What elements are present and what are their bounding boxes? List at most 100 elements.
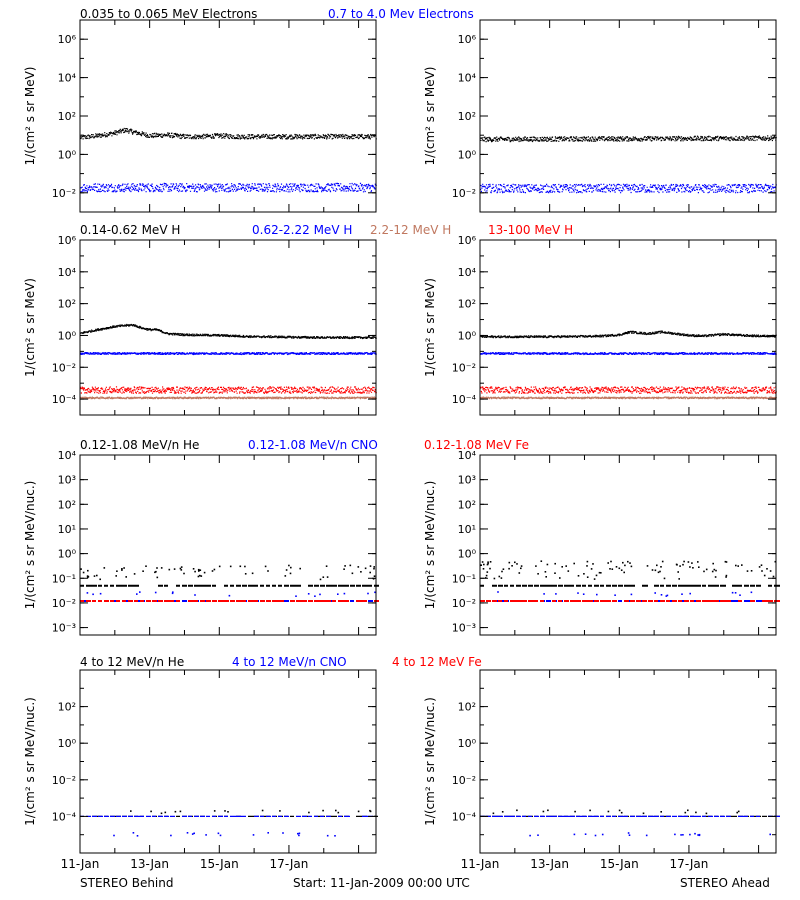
data-point (592, 563, 594, 565)
data-point (736, 811, 738, 814)
data-point (99, 578, 101, 581)
series-points-protons-ahead-2 (480, 352, 777, 356)
y-tick-label: 10⁻² (452, 597, 476, 610)
data-point (598, 571, 601, 574)
data-point (298, 832, 301, 835)
data-point (179, 810, 182, 813)
y-tick-label: 10⁻² (452, 774, 476, 787)
data-point (555, 593, 557, 595)
data-point (174, 810, 177, 813)
data-point (611, 568, 614, 570)
data-point (561, 566, 563, 568)
series-group-protons-behind (80, 323, 377, 400)
data-point (374, 591, 376, 594)
data-point (373, 566, 375, 568)
data-point (677, 571, 679, 573)
data-point (500, 577, 503, 579)
data-point (689, 592, 691, 595)
data-point (630, 565, 633, 568)
y-tick-label: 10⁶ (458, 33, 477, 46)
data-point (683, 560, 685, 563)
data-point (618, 809, 621, 812)
data-point (689, 566, 691, 568)
y-tick-label: 10⁰ (458, 737, 477, 750)
data-point (618, 567, 621, 570)
y-tick-label: 10⁴ (458, 266, 477, 279)
legends-group: 0.035 to 0.065 MeV Electrons 0.7 to 4.0 M… (80, 7, 573, 669)
series-points-electrons-ahead-2 (480, 183, 777, 194)
x-tick-label: 11-Jan (461, 857, 500, 871)
data-point (628, 834, 631, 836)
data-point (514, 561, 516, 564)
data-point (369, 571, 371, 574)
data-point (244, 573, 247, 575)
data-point (290, 566, 292, 569)
data-point (737, 810, 740, 813)
data-point (698, 566, 700, 568)
data-point (82, 571, 85, 574)
data-point (676, 564, 678, 566)
data-point (284, 575, 287, 577)
data-point (724, 560, 727, 563)
series-protons-ahead-3 (480, 396, 777, 400)
data-point (577, 592, 579, 594)
data-point (326, 834, 329, 837)
data-point (657, 571, 660, 574)
data-point (133, 573, 136, 575)
data-point (267, 570, 269, 572)
data-point (486, 563, 489, 566)
series-group-heavy-ahead (480, 560, 780, 602)
data-point (267, 832, 269, 834)
data-point (697, 834, 699, 836)
data-point (229, 565, 232, 568)
data-point (279, 810, 281, 812)
data-point (705, 812, 708, 815)
data-point (308, 811, 310, 814)
y-tick-label: 10⁻² (52, 597, 76, 610)
data-point (319, 593, 321, 596)
y-tick-label: 10² (58, 110, 76, 123)
y-tick-label: 10³ (458, 474, 476, 487)
data-point (155, 570, 157, 573)
data-point (508, 561, 511, 564)
series-points-protons-behind-4 (80, 386, 377, 394)
y-tick-label: 10⁻⁴ (52, 393, 77, 406)
data-point (714, 576, 717, 578)
data-point (360, 571, 362, 573)
panel-protons-ahead: 1/(cm² s sr MeV) 10⁻⁴ 10⁻² 10⁰ 10² 10⁴ 10⁶ (423, 234, 777, 416)
data-point (623, 571, 625, 574)
data-point (357, 810, 360, 813)
data-point (87, 575, 90, 578)
y-axis-label-protons-behind: 1/(cm² s sr MeV) (23, 278, 37, 377)
data-point (239, 565, 242, 568)
data-point (593, 578, 596, 580)
data-point (142, 570, 144, 572)
data-point (307, 593, 310, 595)
data-point (251, 572, 254, 575)
data-point (80, 568, 82, 570)
data-point (483, 563, 485, 566)
data-point (130, 810, 132, 812)
data-point (213, 810, 216, 812)
data-point (703, 570, 705, 573)
y-axis-label-heavy-ahead: 1/(cm² s sr MeV/nuc.) (423, 481, 437, 610)
data-point (518, 572, 521, 574)
data-point (542, 810, 545, 813)
series-group-electrons-ahead (480, 135, 777, 194)
y-tick-label: 10⁴ (58, 72, 77, 85)
legend-entry-row2-2: 0.62-2.22 MeV H (252, 223, 352, 237)
data-point (194, 570, 196, 573)
data-point (373, 567, 375, 570)
y-tick-label: 10⁶ (58, 33, 77, 46)
data-point (252, 834, 255, 836)
data-point (160, 812, 163, 815)
series-points-protons-ahead-4 (480, 386, 777, 394)
data-point (734, 592, 737, 594)
data-point (682, 563, 684, 566)
data-point (156, 567, 158, 569)
y-tick-label: 10⁶ (458, 234, 477, 247)
data-point (554, 562, 556, 565)
x-tick-label: 15-Jan (200, 857, 239, 871)
series-protons-behind-4 (80, 386, 377, 394)
